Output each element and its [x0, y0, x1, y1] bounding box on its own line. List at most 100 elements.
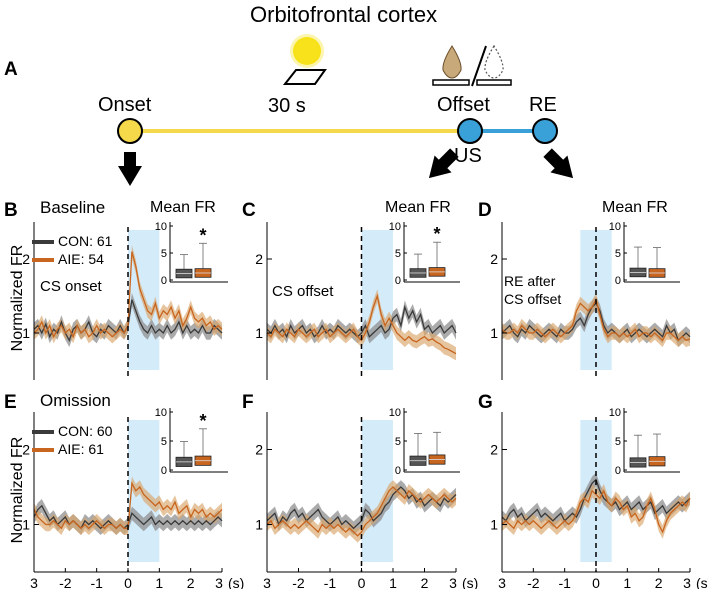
significance-star: *	[199, 225, 206, 245]
y-tick-label: 1	[255, 325, 263, 341]
x-tick-label: 2	[187, 575, 195, 589]
inset-tick-label: 10	[155, 407, 167, 419]
y-tick-label: 1	[255, 517, 263, 533]
inset-tick-label: 0	[615, 275, 621, 287]
con-line	[501, 478, 691, 522]
inset-tick-label: 5	[395, 248, 401, 260]
aie-sem-band	[502, 484, 690, 539]
inset-tick-label: 0	[161, 465, 167, 477]
x-tick-label: 3	[30, 575, 38, 589]
significance-star: *	[199, 411, 206, 431]
aie-line	[266, 293, 457, 355]
inset-boxplot: 10 5 0	[389, 407, 460, 477]
panel-e: 2 1 3 -2 -1 0 1 2 3 (s) 10 5 0 *	[22, 407, 244, 589]
x-tick-label: -1	[90, 575, 103, 589]
panel-c: 2 1 10 5 0 *	[255, 221, 460, 380]
panel-f: 2 1 3 -2 -1 0 1 2 3 (s) 10 5 0	[255, 407, 478, 589]
inset-tick-label: 10	[389, 407, 401, 419]
light-cue-icon	[290, 34, 324, 68]
x-tick-label: 1	[155, 575, 163, 589]
inset-tick-label: 0	[395, 275, 401, 287]
x-tick-label: 1	[623, 575, 631, 589]
inset-tick-label: 5	[615, 436, 621, 448]
x-tick-label: 2	[655, 575, 663, 589]
panel-label-g: G	[478, 392, 493, 413]
inset-boxplot: 10 5 0 *	[155, 221, 228, 287]
platform-icon	[282, 69, 327, 85]
legend-con-omission: CON: 60	[32, 424, 112, 438]
aie-line	[33, 251, 223, 339]
x-tick-label: 1	[389, 575, 397, 589]
row-title-baseline: Baseline	[40, 198, 106, 217]
annotation-cs-offset: CS offset	[272, 283, 334, 300]
x-tick-label: 3	[683, 575, 691, 589]
inset-tick-label: 0	[615, 465, 621, 477]
y-tick-label: 1	[490, 325, 498, 341]
x-tick-label: -2	[527, 575, 540, 589]
y-tick-label: 1	[490, 517, 498, 533]
inset-title-c: Mean FR	[385, 199, 451, 216]
x-tick-label: 0	[592, 575, 600, 589]
panel-label-f: F	[242, 392, 254, 413]
legend-aie-omission: AIE: 61	[32, 442, 104, 456]
x-tick-label: -1	[324, 575, 337, 589]
offset-marker	[457, 118, 483, 144]
y-tick-label: 2	[255, 251, 263, 267]
significance-star: *	[433, 224, 440, 244]
panel-g: 2 1 3 -2 -1 0 1 2 3 (s) 10 5 0	[490, 407, 708, 589]
inset-tick-label: 10	[155, 221, 167, 233]
legend-con-text: CON: 60	[58, 423, 113, 439]
inset-tick-label: 5	[161, 248, 167, 260]
x-tick-label: 0	[124, 575, 132, 589]
panel-label-c: C	[242, 200, 256, 221]
x-tick-label: 3	[215, 575, 223, 589]
x-tick-label: 0	[358, 575, 366, 589]
legend-con-baseline: CON: 61	[32, 234, 112, 248]
sucrose-drop-icon	[432, 45, 470, 86]
panel-d: 2 1 10 5 0	[490, 221, 691, 380]
x-tick-label: -2	[292, 575, 305, 589]
y-tick-label: 2	[490, 251, 498, 267]
x-tick-label: -1	[558, 575, 571, 589]
offset-label: Offset	[437, 94, 490, 116]
annotation-re-after-1: RE after	[504, 273, 556, 289]
legend-aie-text: AIE: 54	[58, 251, 104, 267]
slash-divider	[471, 45, 487, 87]
re-label: RE	[529, 94, 557, 116]
x-tick-label: 3	[449, 575, 457, 589]
x-unit-label: (s)	[696, 575, 708, 589]
inset-tick-label: 10	[389, 221, 401, 233]
figure-title: Orbitofrontal cortex	[250, 2, 438, 27]
panel-label-b: B	[4, 200, 18, 221]
inset-tick-label: 10	[609, 407, 621, 419]
inset-title-d: Mean FR	[602, 199, 668, 216]
inset-boxplot: 10 5 0 *	[155, 407, 228, 477]
inset-boxplot: 10 5 0	[609, 221, 680, 287]
panel-label-d: D	[478, 200, 492, 221]
aie-sem-band	[267, 480, 456, 543]
inset-tick-label: 10	[609, 221, 621, 233]
y-tick-label: 1	[22, 517, 30, 533]
x-tick-label: 3	[498, 575, 506, 589]
panel-b: 2 1 10 5 0 *	[22, 221, 228, 380]
empty-drop-icon	[476, 44, 512, 86]
onset-label: Onset	[98, 94, 152, 116]
aie-line	[266, 486, 457, 537]
panel-label-e: E	[4, 392, 17, 413]
y-tick-label: 2	[22, 251, 30, 267]
inset-title-b: Mean FR	[150, 199, 216, 216]
y-axis-label-top: Normalized FR	[9, 244, 26, 352]
re-marker	[532, 118, 558, 144]
y-tick-label: 2	[255, 442, 263, 458]
legend-aie-baseline: AIE: 54	[32, 252, 104, 266]
annotation-cs-onset: CS onset	[40, 278, 102, 295]
inset-tick-label: 0	[161, 275, 167, 287]
x-tick-label: -2	[59, 575, 72, 589]
legend-con-text: CON: 61	[58, 233, 113, 249]
inset-tick-label: 5	[615, 248, 621, 260]
inset-tick-label: 5	[161, 436, 167, 448]
x-unit-label: (s)	[462, 575, 478, 589]
inset-tick-label: 5	[395, 436, 401, 448]
duration-label: 30 s	[268, 95, 306, 117]
legend-aie-text: AIE: 61	[58, 441, 104, 457]
